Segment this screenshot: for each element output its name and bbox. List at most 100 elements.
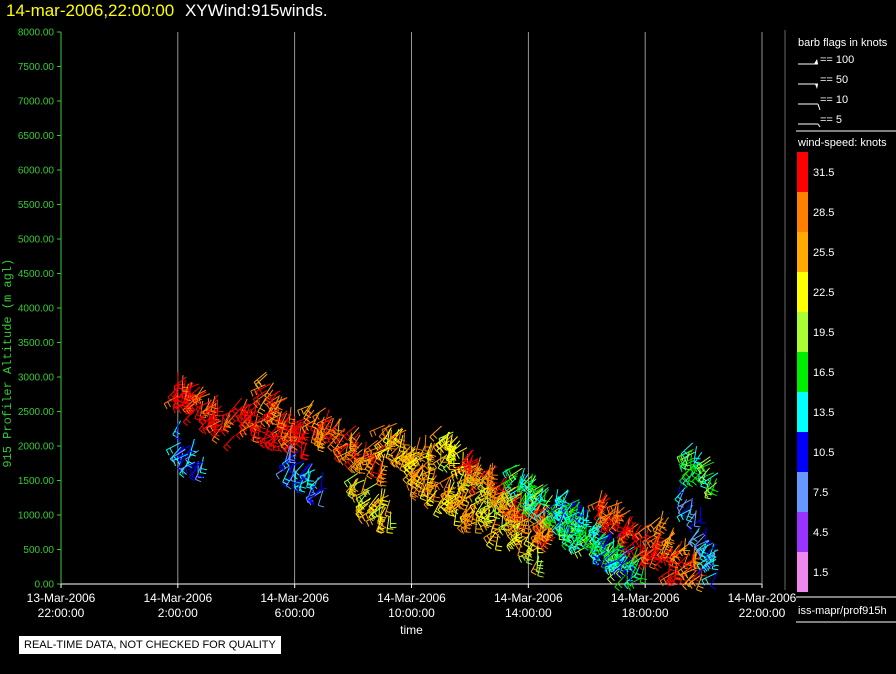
barb-flag xyxy=(475,483,481,489)
barb-staff xyxy=(506,492,522,500)
wind-barb xyxy=(465,490,481,505)
barb-flag xyxy=(327,440,334,445)
barb-flag xyxy=(365,513,369,520)
barb-flag xyxy=(318,445,325,449)
barb-staff xyxy=(433,437,447,448)
wind-barb xyxy=(270,430,281,448)
barb-flag xyxy=(502,513,507,520)
barb-flag xyxy=(698,468,703,475)
barb-flag xyxy=(669,557,675,562)
barb-flag xyxy=(669,561,676,564)
barb-staff xyxy=(320,472,324,489)
barb-flag xyxy=(380,502,387,506)
barb-flag xyxy=(201,417,207,423)
barb-staff xyxy=(585,509,589,526)
barb-flag xyxy=(373,429,377,436)
barb-flag xyxy=(431,484,438,488)
barb-flag xyxy=(411,486,418,490)
barb-flag xyxy=(692,475,698,480)
barb-flag xyxy=(506,511,510,518)
barb-staff xyxy=(528,502,539,516)
wind-barb xyxy=(622,541,636,557)
barb-flag xyxy=(214,436,220,441)
barb-staff xyxy=(186,399,199,411)
wind-barb xyxy=(681,567,697,581)
barb-flag xyxy=(342,457,347,464)
barb-staff xyxy=(627,544,642,554)
barb-flag xyxy=(518,542,523,548)
barb-flag xyxy=(359,471,366,475)
barb-staff xyxy=(465,490,481,500)
barb-flag xyxy=(182,421,189,427)
barb-flag xyxy=(489,490,494,497)
barb-flag xyxy=(681,477,687,483)
wind-barb xyxy=(527,482,535,500)
barb-staff xyxy=(370,460,376,477)
wind-barb xyxy=(486,531,497,550)
barb-staff xyxy=(334,435,345,450)
barb-staff xyxy=(285,472,296,486)
wind-barb xyxy=(364,440,379,456)
barb-staff xyxy=(173,390,187,402)
barb-flag xyxy=(666,540,672,546)
barb-flag xyxy=(465,511,470,517)
wind-barb xyxy=(529,473,537,491)
barb-flag xyxy=(386,510,393,514)
x-tick-time: 6:00:00 xyxy=(275,606,315,620)
barb-flag xyxy=(498,527,502,534)
barb-flag xyxy=(694,546,698,553)
barb-flag xyxy=(511,539,517,546)
speed-label: 4.5 xyxy=(813,527,828,539)
barb-staff xyxy=(538,512,552,525)
wind-barb xyxy=(582,508,590,525)
barb-staff xyxy=(301,419,317,428)
barb-flag xyxy=(562,537,569,541)
barb-flag xyxy=(288,422,295,425)
barb-flag xyxy=(507,535,513,541)
barb-flag xyxy=(523,508,530,512)
barb-staff xyxy=(381,422,397,431)
barb-flag xyxy=(571,510,578,516)
barb-flag xyxy=(511,474,517,481)
barb-flag xyxy=(552,517,557,524)
barb-flag xyxy=(712,489,719,493)
barb-flag xyxy=(510,536,515,542)
barb-staff xyxy=(606,501,623,509)
speed-swatch xyxy=(797,272,808,312)
barb-flag xyxy=(369,507,375,513)
wind-barb xyxy=(256,425,264,443)
barb-flag xyxy=(619,555,624,561)
wind-barb xyxy=(306,471,314,490)
barb-flag xyxy=(457,527,462,533)
barb-flag xyxy=(677,504,684,508)
barb-flag xyxy=(407,455,414,460)
barb-flag xyxy=(392,459,398,465)
barb-flag xyxy=(423,504,429,510)
wind-barb xyxy=(199,456,208,475)
barb-staff xyxy=(464,512,474,527)
barb-flag xyxy=(614,586,620,592)
barb-flag xyxy=(530,489,537,491)
barb-flag xyxy=(305,497,309,504)
barb-flag xyxy=(461,519,466,525)
barb-flag xyxy=(663,578,668,585)
wind-barb xyxy=(320,472,328,490)
barb-flag xyxy=(505,470,510,477)
barb-flag xyxy=(343,435,348,441)
barb-flag xyxy=(620,543,626,548)
wind-barb xyxy=(616,515,624,533)
barb-flag xyxy=(704,554,710,560)
barb-flag xyxy=(378,528,385,533)
barb-staff xyxy=(697,459,711,470)
source-label: iss-mapr/prof915h xyxy=(798,605,887,617)
barb-flag xyxy=(551,530,557,535)
barb-staff xyxy=(386,429,390,446)
barb-flag xyxy=(694,457,701,460)
barb-flag xyxy=(226,423,232,429)
barb-staff xyxy=(529,484,544,494)
barb-staff xyxy=(697,543,712,553)
barb-flag xyxy=(570,546,577,551)
barb-staff xyxy=(462,504,476,515)
barb-flag xyxy=(271,432,277,437)
speed-swatch xyxy=(797,232,808,272)
